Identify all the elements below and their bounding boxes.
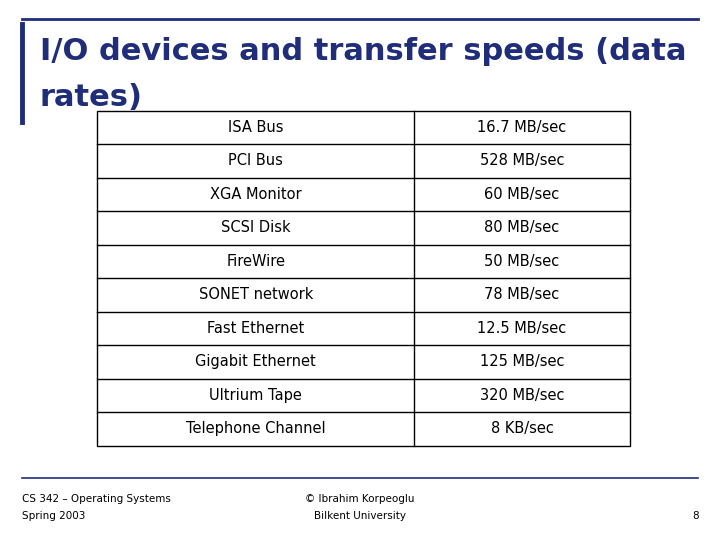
Text: ISA Bus: ISA Bus (228, 120, 284, 135)
Text: 528 MB/sec: 528 MB/sec (480, 153, 564, 168)
Text: Spring 2003: Spring 2003 (22, 511, 85, 521)
Text: Gigabit Ethernet: Gigabit Ethernet (195, 354, 316, 369)
Text: Fast Ethernet: Fast Ethernet (207, 321, 305, 336)
Text: CS 342 – Operating Systems: CS 342 – Operating Systems (22, 495, 171, 504)
Text: 80 MB/sec: 80 MB/sec (485, 220, 559, 235)
Bar (97, 111, 630, 446)
Text: I/O devices and transfer speeds (data: I/O devices and transfer speeds (data (40, 37, 686, 66)
Text: 78 MB/sec: 78 MB/sec (485, 287, 559, 302)
Text: 50 MB/sec: 50 MB/sec (485, 254, 559, 269)
Text: 8 KB/sec: 8 KB/sec (490, 421, 554, 436)
Text: rates): rates) (40, 83, 143, 112)
Text: SONET network: SONET network (199, 287, 313, 302)
Text: Ultrium Tape: Ultrium Tape (210, 388, 302, 403)
Text: © Ibrahim Korpeoglu: © Ibrahim Korpeoglu (305, 495, 415, 504)
Text: SCSI Disk: SCSI Disk (221, 220, 291, 235)
Text: 320 MB/sec: 320 MB/sec (480, 388, 564, 403)
Text: Bilkent University: Bilkent University (314, 511, 406, 521)
Text: XGA Monitor: XGA Monitor (210, 187, 302, 202)
Text: PCI Bus: PCI Bus (228, 153, 283, 168)
Text: 60 MB/sec: 60 MB/sec (485, 187, 559, 202)
Text: FireWire: FireWire (226, 254, 285, 269)
Text: 12.5 MB/sec: 12.5 MB/sec (477, 321, 567, 336)
Text: 125 MB/sec: 125 MB/sec (480, 354, 564, 369)
Text: Telephone Channel: Telephone Channel (186, 421, 325, 436)
Text: 8: 8 (692, 511, 698, 521)
Text: 16.7 MB/sec: 16.7 MB/sec (477, 120, 567, 135)
